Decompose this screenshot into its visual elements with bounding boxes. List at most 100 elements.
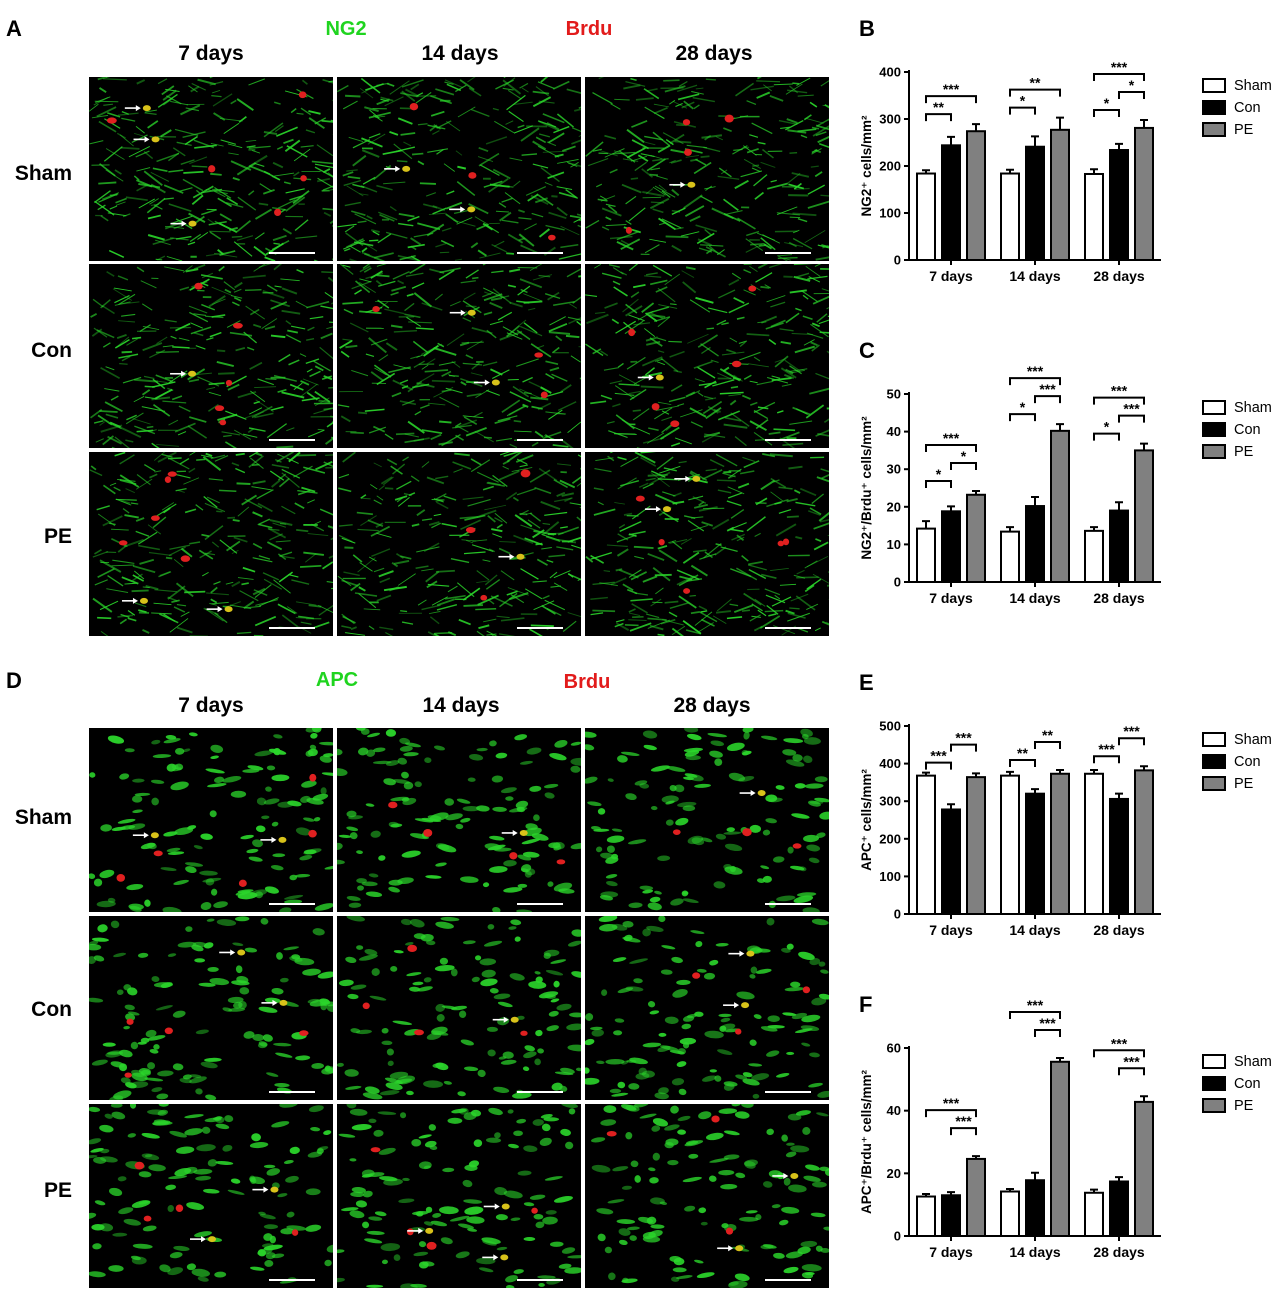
significance-label: *** <box>955 730 972 746</box>
y-tick-label: 400 <box>879 65 901 80</box>
column-header-7-days-d: 7 days <box>178 694 244 717</box>
micrograph-image <box>89 728 333 912</box>
bar-sham <box>1000 172 1020 262</box>
y-tick-label: 0 <box>894 575 901 590</box>
error-bar <box>947 505 955 512</box>
micrograph-image <box>585 452 829 636</box>
micrograph-image <box>90 264 333 448</box>
micrograph-image <box>89 916 333 1100</box>
bar-sham <box>1000 774 1020 915</box>
micrograph-tile <box>585 916 829 1100</box>
significance-bracket <box>925 95 977 104</box>
error-bar <box>1140 1095 1148 1102</box>
error-bar <box>1090 1188 1098 1193</box>
error-bar <box>1140 118 1148 128</box>
bar-sham <box>1084 529 1104 583</box>
micrograph-tile <box>585 452 829 636</box>
micrograph-tile <box>89 452 333 636</box>
significance-bracket <box>1093 432 1120 441</box>
x-tick-label: 7 days <box>929 1244 973 1260</box>
significance-label: *** <box>1111 1035 1128 1051</box>
error-bar <box>1056 768 1064 774</box>
micrograph-tile <box>337 1104 581 1288</box>
micrograph-tile <box>585 264 829 448</box>
x-tick-label: 7 days <box>929 268 973 284</box>
significance-label: *** <box>930 748 947 764</box>
legend-label-sham: Sham <box>1234 400 1272 416</box>
error-bar <box>1115 792 1123 799</box>
significance-bracket <box>1118 90 1145 99</box>
scale-bar <box>517 252 563 254</box>
significance-label: *** <box>1123 723 1140 739</box>
significance-label: *** <box>955 1113 972 1129</box>
y-tick-label: 100 <box>879 869 901 884</box>
legend-swatch-sham <box>1202 400 1226 415</box>
significance-bracket <box>1118 1067 1145 1076</box>
significance-bracket <box>1093 755 1120 764</box>
micrograph-tile <box>337 452 581 636</box>
micrograph-image <box>337 452 581 636</box>
legend-label-pe: PE <box>1234 444 1254 460</box>
column-header-7-days-a: 7 days <box>178 42 244 65</box>
stain-label-brdu-a: Brdu <box>565 18 613 40</box>
y-axis-label: NG2⁺/Brdu⁺ cells/mm² <box>859 416 874 560</box>
bar-con <box>1109 509 1129 583</box>
y-tick-label: 60 <box>887 1041 901 1056</box>
bar-chart-c: C 0 10 20 30 40 50 NG2⁺/Brdu⁺ cells/mm² 7 days 14… <box>859 338 1272 606</box>
y-tick-label: 400 <box>879 756 901 771</box>
micrograph-tile <box>89 264 333 448</box>
significance-label: * <box>1020 399 1026 415</box>
bar-sham <box>916 527 936 583</box>
y-tick-label: 0 <box>894 907 901 922</box>
panel-letter: B <box>859 16 875 41</box>
legend-swatch-pe <box>1202 444 1226 459</box>
micrograph-tile <box>585 77 829 261</box>
bar-con <box>1025 792 1045 915</box>
bar-con <box>1025 145 1045 261</box>
bar-con <box>1109 1180 1129 1237</box>
bar-con <box>1025 505 1045 584</box>
bar-sham <box>1084 1191 1104 1237</box>
column-header-28-days-a: 28 days <box>675 42 753 65</box>
significance-bracket <box>925 480 952 489</box>
bar-pe <box>1134 449 1154 584</box>
legend-swatch-sham <box>1202 732 1226 747</box>
legend-swatch-sham <box>1202 78 1226 93</box>
micrograph-image <box>585 77 829 261</box>
bar-sham <box>1000 530 1020 583</box>
x-tick-label: 28 days <box>1093 922 1145 938</box>
micrograph-image <box>337 264 581 448</box>
bar-chart-b: B 0 100 200 300 400 NG2⁺ cells/mm² 7 days 14 day… <box>859 16 1272 284</box>
significance-bracket <box>1093 72 1145 81</box>
y-tick-label: 0 <box>894 1229 901 1244</box>
legend-swatch-sham <box>1202 1054 1226 1069</box>
micrograph-image <box>337 728 581 912</box>
row-label-pe-a: PE <box>43 525 72 548</box>
bar-con <box>941 510 961 583</box>
significance-bracket <box>1093 1049 1145 1058</box>
micrograph-tile <box>89 916 333 1100</box>
significance-bracket <box>1009 1011 1061 1020</box>
significance-bracket <box>925 1109 977 1118</box>
significance-bracket <box>1009 88 1061 97</box>
significance-bracket <box>1009 377 1061 386</box>
significance-bracket <box>1093 108 1120 117</box>
bar-pe <box>1050 128 1070 261</box>
significance-label: *** <box>1111 59 1128 75</box>
significance-label: *** <box>943 430 960 446</box>
error-bar <box>1031 1171 1039 1181</box>
legend-label-con: Con <box>1234 754 1261 770</box>
y-tick-label: 0 <box>894 253 901 268</box>
significance-label: ** <box>933 99 944 115</box>
error-bar <box>1056 1057 1064 1062</box>
bar-chart-e: E 0 100 200 300 400 500 APC⁺ cells/mm² 7 days 14 … <box>859 670 1272 938</box>
x-tick-label: 7 days <box>929 922 973 938</box>
significance-label: *** <box>1039 381 1056 397</box>
bar-con <box>1109 149 1129 262</box>
error-bar <box>947 1191 955 1196</box>
micrograph-image <box>89 452 333 636</box>
bar-pe <box>1050 1060 1070 1237</box>
micrograph-tile <box>585 728 829 912</box>
significance-bracket <box>950 462 977 471</box>
bar-sham <box>1084 172 1104 262</box>
